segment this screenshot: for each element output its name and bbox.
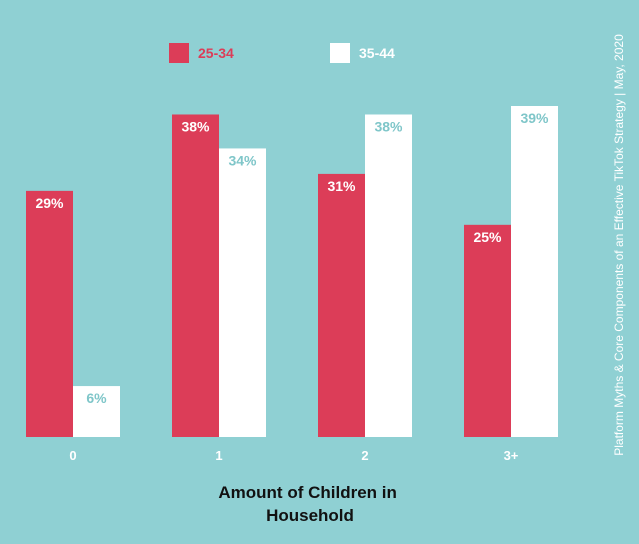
bar-35-44-3+ [511,106,558,437]
legend-label-25-34: 25-34 [198,45,234,61]
bar-label-35-44-0: 6% [86,390,107,406]
bar-25-34-3+ [464,224,511,437]
bar-label-35-44-1: 34% [228,152,257,168]
legend: 25-34 35-44 [169,43,395,63]
bar-label-25-34-1: 38% [181,118,210,134]
bar-label-25-34-0: 29% [35,195,64,211]
x-tick-label: 3+ [504,448,519,463]
bar-25-34-2 [318,173,365,437]
x-tick-label: 0 [69,448,76,463]
legend-label-35-44: 35-44 [359,45,395,61]
bar-label-35-44-2: 38% [374,118,403,134]
x-axis-title: Amount of Children in Household [218,483,401,525]
x-axis-ticks: 0 1 2 3+ [69,448,518,463]
bar-label-35-44-3+: 39% [520,110,549,126]
bar-25-34-0 [26,190,73,437]
x-tick-label: 1 [215,448,222,463]
bar-label-25-34-3+: 25% [473,229,502,245]
x-tick-label: 2 [361,448,368,463]
bar-35-44-1 [219,148,266,437]
bar-35-44-2 [365,114,412,437]
legend-swatch-35-44 [330,43,350,63]
x-axis-title-line-1: Amount of Children in [218,483,396,502]
legend-swatch-25-34 [169,43,189,63]
source-note: Platform Myths & Core Components of an E… [612,34,626,456]
bar-label-25-34-2: 31% [327,178,356,194]
bar-35-44-0 [73,386,120,437]
bars: 29% 6% 38% 34% 31% 38% 25% 39% [26,106,558,437]
x-axis-title-line-2: Household [266,506,354,525]
bar-25-34-1 [172,114,219,437]
